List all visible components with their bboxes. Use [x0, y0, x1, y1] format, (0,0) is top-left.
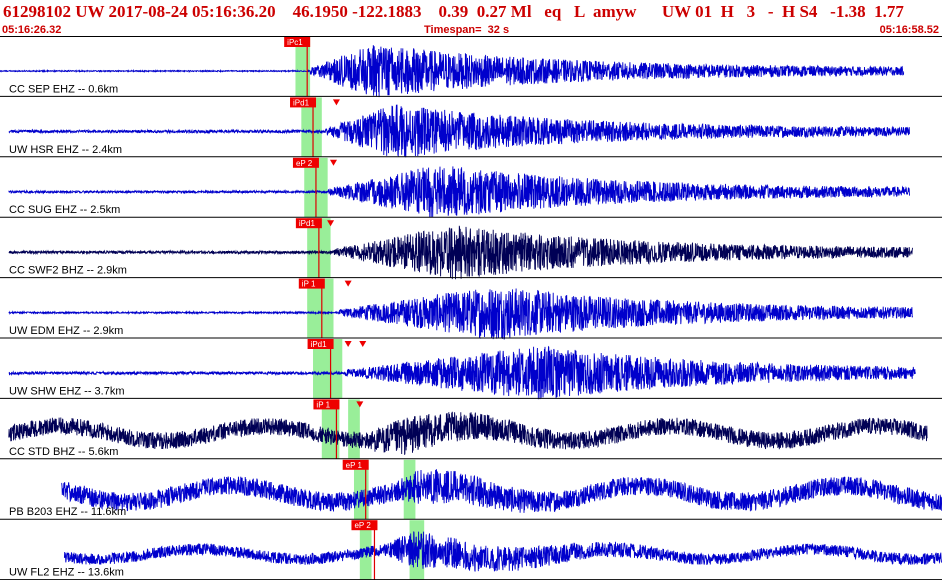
event-header: 61298102 UW 2017-08-24 05:16:36.20 46.19…: [0, 0, 942, 36]
pick-label-box: [298, 278, 325, 289]
s-marker-icon: [359, 341, 367, 347]
pick-label: iPd1: [299, 219, 316, 228]
pick-label-box: [284, 37, 311, 47]
pick-label-box: [292, 157, 319, 168]
s-marker-icon: [344, 280, 352, 287]
waveform-trace: [8, 104, 910, 158]
pick-window: [348, 399, 360, 459]
trace-panel: eP 2 UW FL2 EHZ -- 13.6km: [0, 520, 942, 580]
waveform-trace: [61, 469, 942, 513]
pick-window: [301, 97, 322, 157]
pick-label: eP 2: [354, 521, 371, 530]
waveform-trace: [8, 411, 928, 455]
s-marker-icon: [332, 99, 340, 106]
pick-window: [321, 399, 340, 459]
station-label: CC SWF2 BHZ -- 2.9km: [9, 265, 127, 277]
station-label: CC STD BHZ -- 5.6km: [9, 446, 118, 458]
pick-label: iP 1: [302, 280, 316, 289]
trace-panel: iPd1 UW SHW EHZ -- 3.7km: [0, 339, 942, 400]
s-marker-icon: [356, 401, 364, 408]
trace-panel: iPd1 CC SWF2 BHZ -- 2.9km: [0, 218, 942, 280]
s-marker-icon: [327, 220, 335, 227]
station-label: UW SHW EHZ -- 3.7km: [9, 385, 125, 397]
pick-window: [295, 37, 311, 97]
station-label: CC SEP EHZ -- 0.6km: [9, 83, 118, 95]
pick-label: iP 1: [316, 400, 330, 409]
pick-label-box: [313, 399, 340, 410]
trace-panel: eP 2 CC SUG EHZ -- 2.5km: [0, 157, 942, 218]
s-marker-icon: [344, 341, 352, 347]
pick-label-box: [290, 97, 317, 108]
station-label: UW FL2 EHZ -- 13.6km: [9, 567, 124, 579]
waveform-trace: [8, 288, 913, 340]
timespan-label: Timespan= 32 s: [424, 24, 510, 36]
station-label: CC SUG EHZ -- 2.5km: [9, 204, 120, 216]
pick-label: iPc1: [287, 38, 303, 47]
station-label: UW HSR EHZ -- 2.4km: [9, 144, 122, 156]
waveform-trace: [8, 166, 910, 218]
station-label: UW EDM EHZ -- 2.9km: [9, 325, 123, 337]
waveform-trace: [63, 531, 942, 572]
pick-label: eP 1: [346, 461, 363, 470]
trace-panel: iPc1 CC SEP EHZ -- 0.6km: [0, 37, 942, 98]
trace-panel: iP 1 CC STD BHZ -- 5.6km: [0, 399, 942, 460]
pick-label-box: [307, 339, 334, 349]
pick-label-box: [351, 520, 378, 531]
trace-panel: iPd1 UW HSR EHZ -- 2.4km: [0, 97, 942, 158]
waveform-panel[interactable]: iPc1 CC SEP EHZ -- 0.6km iPd1 UW HSR EHZ --…: [0, 36, 942, 580]
waveform-trace: [0, 45, 905, 98]
s-marker-icon: [330, 159, 338, 166]
start-time-label: 05:16:26.32: [2, 24, 62, 36]
pick-label-box: [342, 459, 369, 470]
waveform-trace: [8, 225, 913, 280]
trace-panel: eP 1 PB B203 EHZ -- 11.6km: [0, 459, 942, 520]
pick-label-box: [295, 218, 322, 229]
trace-panel: iP 1 UW EDM EHZ -- 2.9km: [0, 278, 942, 340]
station-label: PB B203 EHZ -- 11.6km: [9, 506, 126, 518]
event-summary-title: 61298102 UW 2017-08-24 05:16:36.20 46.19…: [3, 2, 904, 21]
waveform-trace: [8, 345, 916, 400]
pick-label: iPd1: [311, 340, 328, 349]
pick-label: eP 2: [296, 159, 313, 168]
end-time-label: 05:16:58.52: [879, 24, 939, 36]
pick-label: iPd1: [293, 98, 310, 107]
